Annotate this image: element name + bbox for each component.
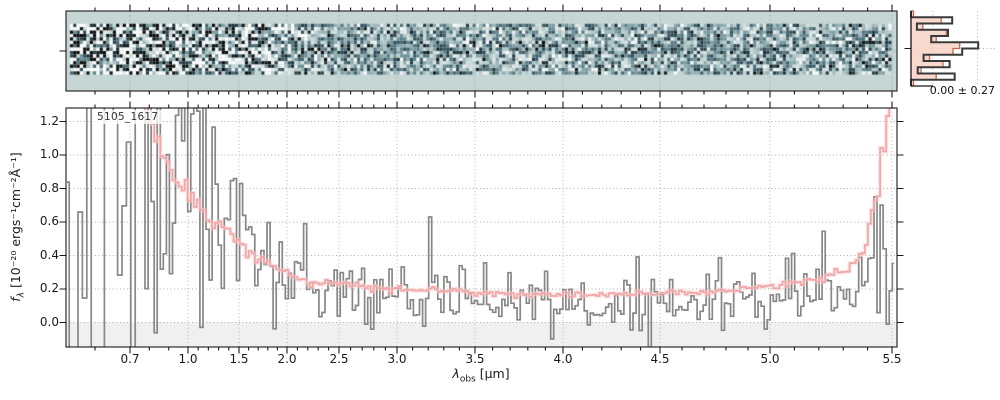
y-tick-label: 0.8 <box>39 181 59 195</box>
x-tick-label: 2.0 <box>277 352 297 366</box>
y-axis-label: fλ [10⁻²⁰ ergs⁻¹cm⁻²Å⁻¹] <box>8 117 27 337</box>
x-tick-label: 1.0 <box>178 352 198 366</box>
x-tick-label: 5.5 <box>882 352 902 366</box>
x-axis-symbol: λ <box>452 366 460 381</box>
x-tick-label: 3.0 <box>387 352 407 366</box>
flux-steps <box>67 108 894 347</box>
profile-data <box>910 11 980 86</box>
y-axis-symbol: f <box>8 297 23 302</box>
error-steps <box>144 108 891 299</box>
x-tick-label: 3.5 <box>465 352 485 366</box>
x-tick-label: 1.5 <box>229 352 249 366</box>
main-gridlines <box>66 108 897 347</box>
x-tick-label: 0.7 <box>120 352 140 366</box>
profile-stats-label: 0.00 ± 0.27 <box>929 84 995 97</box>
y-tick-label: 0.0 <box>39 315 59 329</box>
x-axis-label: λobs [μm] <box>452 366 509 385</box>
profile-axis <box>910 11 933 87</box>
spec2d-frame <box>65 10 898 92</box>
y-tick-label: 0.2 <box>39 281 59 295</box>
spec2d-image <box>66 11 897 91</box>
y-tick-label: 1.2 <box>39 114 59 128</box>
spec1d-frame <box>65 107 898 348</box>
y-tick-label: 1.0 <box>39 147 59 161</box>
source-id-label: 5105_1617 <box>93 110 163 124</box>
x-tick-label: 4.0 <box>553 352 573 366</box>
y-axis-units: [10⁻²⁰ ergs⁻¹cm⁻²Å⁻¹] <box>8 152 23 292</box>
x-axis-subscript: obs <box>459 374 476 385</box>
y-tick-label: 0.6 <box>39 214 59 228</box>
x-tick-label: 5.0 <box>760 352 780 366</box>
x-tick-label: 2.5 <box>329 352 349 366</box>
y-axis-subscript: λ <box>16 292 27 298</box>
x-axis-units: [μm] <box>475 366 510 381</box>
axis-ticks <box>59 4 911 354</box>
y-tick-label: 0.4 <box>39 248 59 262</box>
x-tick-label: 4.5 <box>650 352 670 366</box>
negative-flux-band <box>66 322 897 347</box>
